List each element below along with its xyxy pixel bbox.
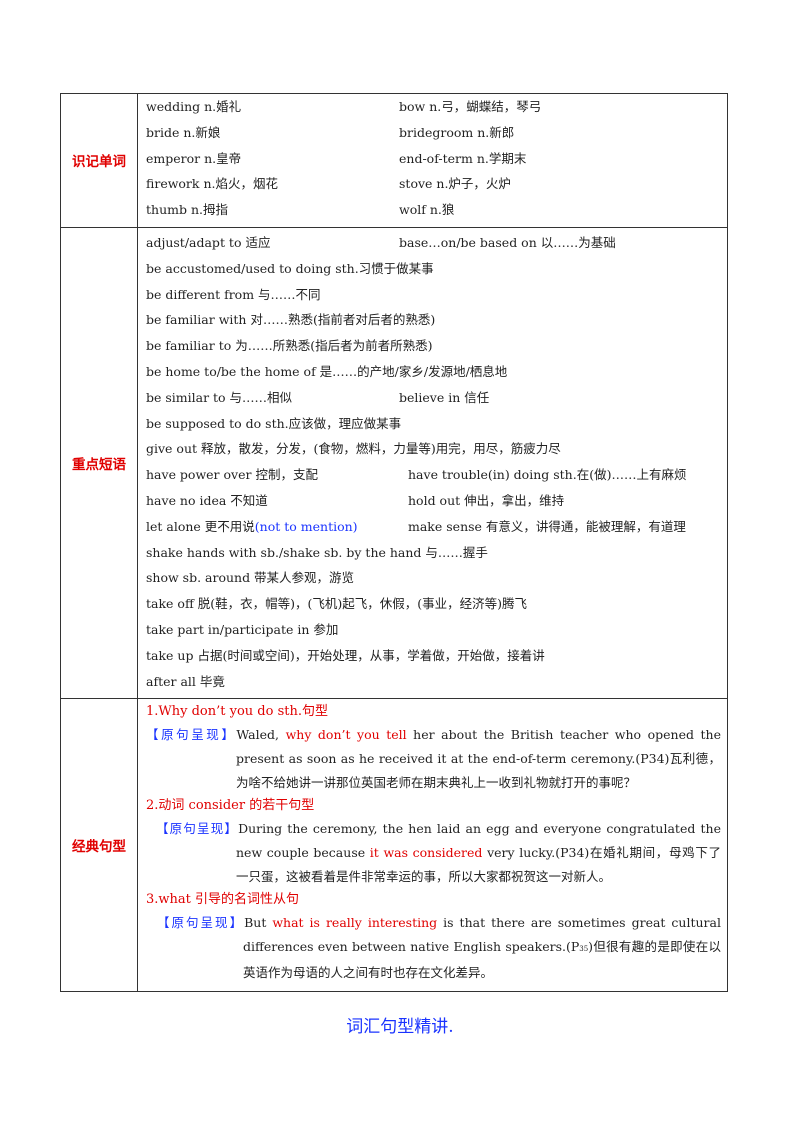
phrases-label-cell: 重点短语 xyxy=(60,226,138,700)
sentence-text: But xyxy=(244,915,273,931)
phrase-row: be familiar to 为……所熟悉(指后者为前者所熟悉) xyxy=(146,338,433,354)
vocab-item: end-of-term n.学期末 xyxy=(399,150,527,166)
vocab-item: firework n.焰火，烟花 xyxy=(146,176,278,192)
phrase-row: take up 占据(时间或空间)，开始处理，从事，学着做，开始做，接着讲 xyxy=(146,647,545,663)
vocab-item: stove n.炉子，火炉 xyxy=(399,176,511,192)
sentence-pattern-title: 1.Why don’t you do sth.句型 xyxy=(146,704,328,720)
phrase-item: be similar to 与……相似 xyxy=(146,389,293,405)
phrase-row: show sb. around 带某人参观，游览 xyxy=(146,570,355,586)
phrase-row: after all 毕竟 xyxy=(146,673,225,689)
phrase-row: let alone 更不用说(not to mention) make sense… xyxy=(146,514,721,540)
vocab-row: thumb n.拇指 wolf n.狼 xyxy=(146,197,721,223)
example-sentence: 【原句呈现】During the ceremony, the hen laid … xyxy=(146,817,721,889)
vocab-item: thumb n.拇指 xyxy=(146,202,228,218)
phrase-row: shake hands with sb./shake sb. by the ha… xyxy=(146,544,488,560)
phrase-item: base…on/be based on 以……为基础 xyxy=(399,234,616,250)
vocab-item: wolf n.狼 xyxy=(399,202,455,218)
phrase-row: give out 释放，散发，分发，(食物，燃料，力量等)用完，用尽，筋疲力尽 xyxy=(146,441,561,457)
phrase-note: (not to mention) xyxy=(254,518,358,534)
phrase-row: be similar to 与……相似 believe in 信任 xyxy=(146,385,721,411)
vocab-label-cell: 识记单词 xyxy=(60,93,138,228)
phrase-row: adjust/adapt to 适应 base…on/be based on 以…… xyxy=(146,230,721,256)
phrase-item: have trouble(in) doing sth.在(做)……上有麻烦 xyxy=(408,467,687,483)
sentence-text: is that there are sometimes great cultur… xyxy=(243,915,721,955)
study-table: 识记单词 wedding n.婚礼 bow n.弓，蝴蝶结，琴弓 bride n.… xyxy=(60,93,728,993)
highlight-text: what is really interesting xyxy=(272,915,438,931)
sentences-section: 经典句型 1.Why don’t you do sth.句型 【原句呈现】Wal… xyxy=(60,698,728,993)
phrase-row: be supposed to do sth.应该做，理应做某事 xyxy=(146,415,402,431)
vocab-item: bridegroom n.新郎 xyxy=(399,124,515,140)
sentence-text: During the ceremony, the hen laid an egg… xyxy=(236,821,721,861)
phrase-item: believe in 信任 xyxy=(399,389,490,405)
vocab-row: bride n.新娘 bridegroom n.新郎 xyxy=(146,120,721,146)
sentence-text: )但很有趣的是即使在以英语作为母语的人之间有时也存在文化差异。 xyxy=(243,939,721,981)
sentences-label-cell: 经典句型 xyxy=(60,698,138,993)
vocab-item: bride n.新娘 xyxy=(146,124,221,140)
phrase-item: hold out 伸出，拿出，维持 xyxy=(408,492,565,508)
phrase-list: adjust/adapt to 适应 base…on/be based on 以…… xyxy=(137,226,728,700)
phrases-label: 重点短语 xyxy=(72,457,126,474)
phrase-item: have power over 控制，支配 xyxy=(146,467,318,483)
phrase-row: have no idea 不知道 hold out 伸出，拿出，维持 xyxy=(146,488,721,514)
original-sentence-tag: 【原句呈现】 xyxy=(157,915,245,931)
sentence-text: her about the British teacher who opened… xyxy=(236,727,721,791)
vocab-row: wedding n.婚礼 bow n.弓，蝴蝶结，琴弓 xyxy=(146,94,721,120)
page-footer-title: 词汇句型精讲. xyxy=(346,1017,454,1037)
phrases-section: 重点短语 adjust/adapt to 适应 base…on/be based … xyxy=(60,226,728,700)
example-sentence: 【原句呈现】But what is really interesting is … xyxy=(146,911,721,985)
sentences-label: 经典句型 xyxy=(72,839,126,856)
highlight-text: it was considered xyxy=(369,845,483,861)
highlight-text: why don’t you tell xyxy=(285,727,407,743)
vocab-item: bow n.弓，蝴蝶结，琴弓 xyxy=(399,99,542,114)
vocab-label: 识记单词 xyxy=(72,154,126,171)
vocab-section: 识记单词 wedding n.婚礼 bow n.弓，蝴蝶结，琴弓 bride n.… xyxy=(60,93,728,228)
original-sentence-tag: 【原句呈现】 xyxy=(156,821,239,837)
example-sentence: 【原句呈现】Waled, why don’t you tell her abou… xyxy=(146,723,721,795)
sentence-pattern-title: 2.动词 consider 的若干句型 xyxy=(146,798,315,814)
vocab-item: wedding n.婚礼 xyxy=(146,99,242,114)
phrase-item: let alone 更不用说 xyxy=(146,518,255,534)
phrase-item: have no idea 不知道 xyxy=(146,492,268,508)
vocab-item: emperor n.皇帝 xyxy=(146,150,242,166)
phrase-row: be different from 与……不同 xyxy=(146,286,321,302)
vocab-row: emperor n.皇帝 end-of-term n.学期末 xyxy=(146,146,721,172)
phrase-row: be home to/be the home of 是……的产地/家乡/发源地/… xyxy=(146,363,508,379)
sentence-list: 1.Why don’t you do sth.句型 【原句呈现】Waled, w… xyxy=(137,698,728,993)
vocab-list: wedding n.婚礼 bow n.弓，蝴蝶结，琴弓 bride n.新娘 bri… xyxy=(137,93,728,228)
page-ref: 35 xyxy=(579,945,589,954)
sentence-text: Waled, xyxy=(236,727,286,743)
phrase-item: adjust/adapt to 适应 xyxy=(146,234,271,250)
phrase-row: be accustomed/used to doing sth.习惯于做某事 xyxy=(146,260,434,276)
phrase-row: take off 脱(鞋，衣，帽等)，(飞机)起飞，休假，(事业，经济等)腾飞 xyxy=(146,596,528,612)
sentence-text: very lucky.(P34)在婚礼期间，母鸡下了一只蛋，这被看着是件非常幸运… xyxy=(236,845,721,885)
phrase-row: take part in/participate in 参加 xyxy=(146,621,339,637)
phrase-item: make sense 有意义，讲得通，能被理解，有道理 xyxy=(408,518,686,534)
phrase-row: be familiar with 对……熟悉(指前者对后者的熟悉) xyxy=(146,312,436,328)
original-sentence-tag: 【原句呈现】 xyxy=(146,727,237,743)
sentence-pattern-title: 3.what 引导的名词性从句 xyxy=(146,892,300,908)
vocab-row: firework n.焰火，烟花 stove n.炉子，火炉 xyxy=(146,171,721,197)
phrase-row: have power over 控制，支配 have trouble(in) do… xyxy=(146,462,721,488)
